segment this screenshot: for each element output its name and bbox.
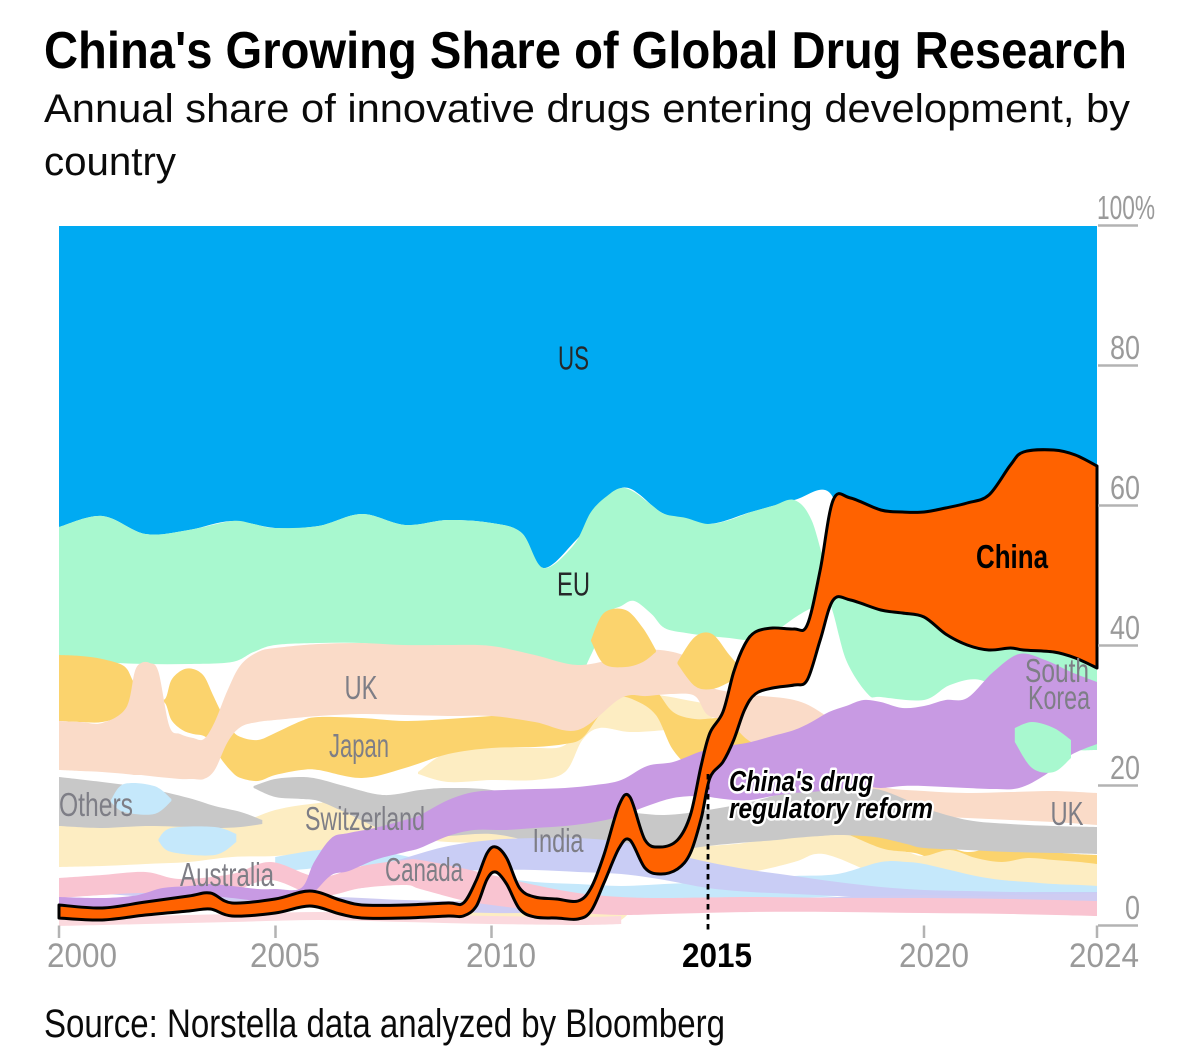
svg-text:regulatory reform: regulatory reform xyxy=(729,793,933,825)
svg-text:China's Growing Share of Globa: China's Growing Share of Global Drug Res… xyxy=(44,22,1127,80)
svg-text:China's drug: China's drug xyxy=(729,766,873,798)
svg-text:2024: 2024 xyxy=(1069,937,1139,975)
svg-text:0: 0 xyxy=(1125,889,1140,926)
svg-text:India: India xyxy=(533,822,584,859)
svg-text:EU: EU xyxy=(557,566,590,603)
svg-text:China: China xyxy=(976,538,1049,575)
svg-text:Japan: Japan xyxy=(329,727,389,764)
svg-text:country: country xyxy=(44,140,176,184)
svg-text:Australia: Australia xyxy=(180,856,274,893)
svg-text:Canada: Canada xyxy=(385,851,463,888)
svg-text:UK: UK xyxy=(345,669,378,706)
svg-text:2015: 2015 xyxy=(682,937,752,975)
svg-text:South: South xyxy=(1025,652,1089,689)
svg-text:Source: Norstella data analyze: Source: Norstella data analyzed by Bloom… xyxy=(44,1002,725,1046)
svg-text:100%: 100% xyxy=(1097,189,1155,226)
svg-text:80: 80 xyxy=(1110,329,1140,366)
svg-text:Others: Others xyxy=(59,786,133,823)
svg-text:60: 60 xyxy=(1110,469,1140,506)
svg-text:US: US xyxy=(558,340,589,377)
svg-text:2005: 2005 xyxy=(250,937,320,975)
svg-text:UK: UK xyxy=(1051,795,1084,832)
svg-text:2020: 2020 xyxy=(899,937,969,975)
svg-text:20: 20 xyxy=(1110,749,1140,786)
svg-text:Annual share of innovative dru: Annual share of innovative drugs enterin… xyxy=(44,87,1130,131)
svg-text:2010: 2010 xyxy=(466,937,536,975)
svg-text:40: 40 xyxy=(1110,609,1140,646)
svg-text:2000: 2000 xyxy=(47,937,117,975)
svg-text:Switzerland: Switzerland xyxy=(305,800,425,837)
svg-text:Korea: Korea xyxy=(1028,679,1090,716)
